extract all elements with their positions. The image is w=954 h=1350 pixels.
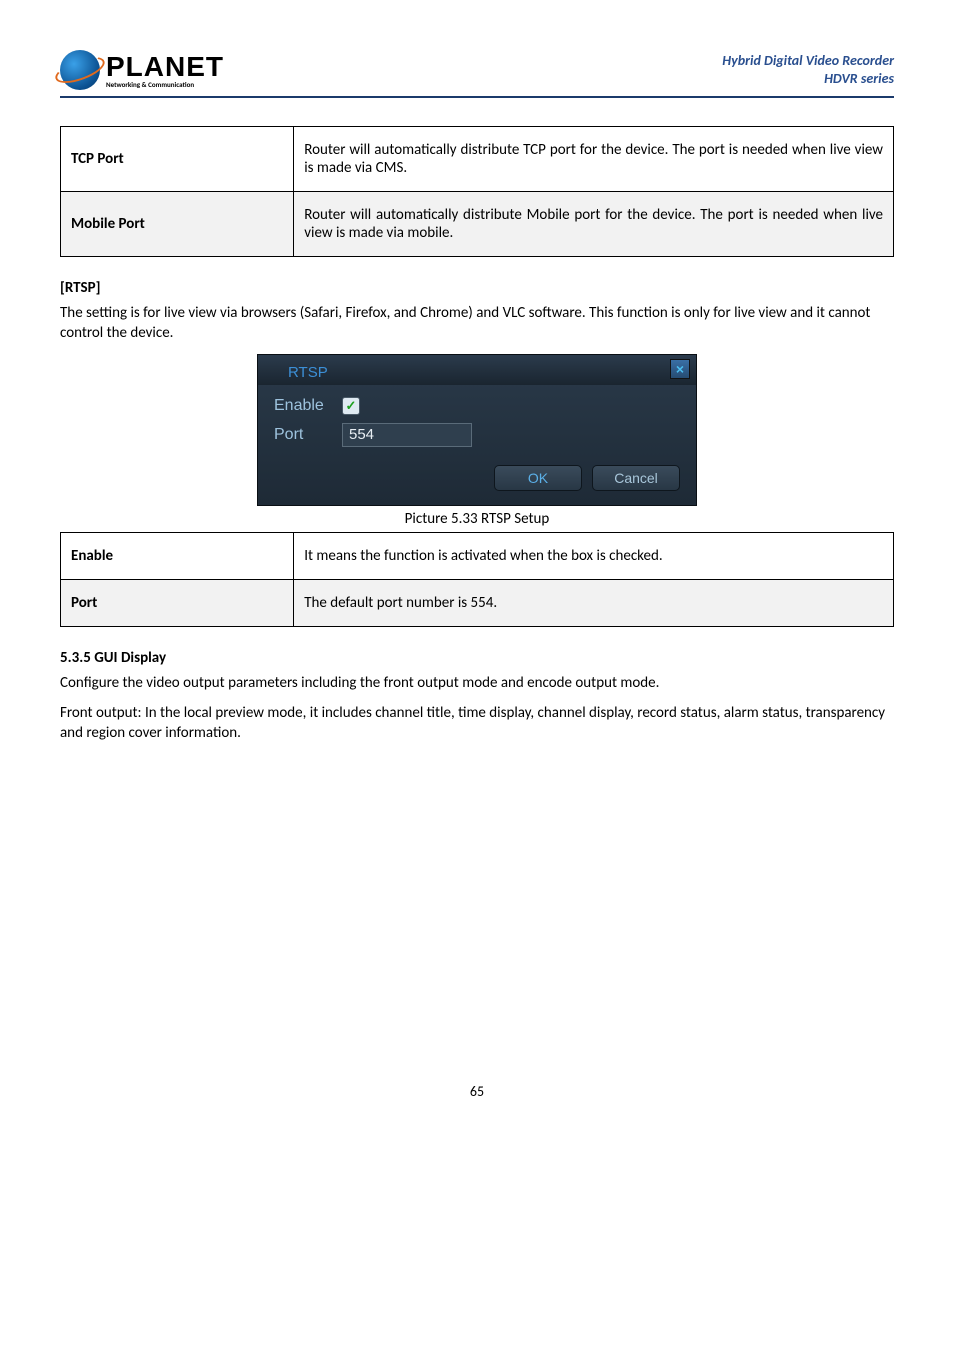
brand-name: PLANET: [106, 53, 224, 81]
doc-title-line1: Hybrid Digital Video Recorder: [722, 52, 894, 70]
rtsp-title-text: RTSP: [288, 364, 328, 385]
row-desc: Router will automatically distribute Mob…: [294, 192, 894, 257]
port-label: Port: [274, 426, 334, 444]
enable-checkbox[interactable]: [342, 397, 360, 415]
rtsp-intro: The setting is for live view via browser…: [60, 303, 894, 344]
row-desc: The default port number is 554.: [294, 579, 894, 626]
enable-label: Enable: [274, 397, 334, 415]
table-row: PortThe default port number is 554.: [61, 579, 894, 626]
rtsp-caption: Picture 5.33 RTSP Setup: [405, 510, 550, 528]
doc-title-line2: HDVR series: [722, 70, 894, 88]
row-label: Enable: [61, 532, 294, 579]
table-row: TCP PortRouter will automatically distri…: [61, 127, 894, 192]
row-desc: It means the function is activated when …: [294, 532, 894, 579]
upnp-table: TCP PortRouter will automatically distri…: [60, 126, 894, 257]
ok-button[interactable]: OK: [494, 465, 582, 491]
globe-icon: [60, 50, 100, 90]
cancel-button[interactable]: Cancel: [592, 465, 680, 491]
row-desc: Router will automatically distribute TCP…: [294, 127, 894, 192]
gui-para1: Configure the video output parameters in…: [60, 673, 894, 693]
table-row: EnableIt means the function is activated…: [61, 532, 894, 579]
gui-para2-label: Front output:: [60, 704, 142, 722]
row-label: Mobile Port: [61, 192, 294, 257]
brand-logo: PLANET Networking & Communication: [60, 50, 224, 90]
row-label: Port: [61, 579, 294, 626]
page-header: PLANET Networking & Communication Hybrid…: [60, 50, 894, 98]
port-input[interactable]: 554: [342, 423, 472, 447]
table-row: Mobile PortRouter will automatically dis…: [61, 192, 894, 257]
gui-heading: 5.3.5 GUI Display: [60, 649, 894, 667]
gui-para2: Front output: In the local preview mode,…: [60, 703, 894, 744]
rtsp-dialog: RTSP × Enable Port 554 OK Cancel: [257, 354, 697, 506]
rtsp-screenshot: RTSP × Enable Port 554 OK Cancel Picture…: [60, 354, 894, 528]
rtsp-titlebar: RTSP ×: [258, 355, 696, 385]
brand-tagline: Networking & Communication: [106, 81, 224, 88]
row-label: TCP Port: [61, 127, 294, 192]
page-number: 65: [60, 1083, 894, 1100]
doc-title: Hybrid Digital Video Recorder HDVR serie…: [722, 52, 894, 88]
close-icon[interactable]: ×: [670, 359, 690, 379]
rtsp-table: EnableIt means the function is activated…: [60, 532, 894, 627]
rtsp-heading: [RTSP]: [60, 279, 894, 297]
gui-para2-text: In the local preview mode, it includes c…: [60, 704, 885, 742]
